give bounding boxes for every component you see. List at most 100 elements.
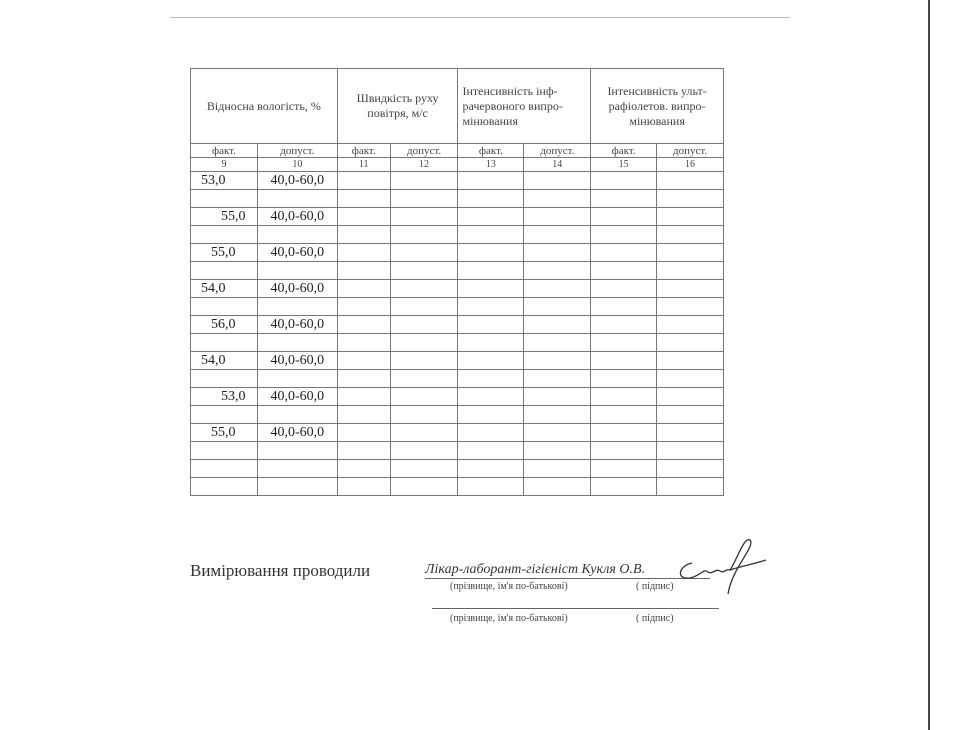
table-cell — [389, 297, 459, 316]
table-cell — [457, 261, 525, 280]
table-cell — [190, 405, 258, 424]
page-edge — [928, 0, 930, 730]
table-cell — [523, 315, 592, 334]
table-cell — [336, 171, 391, 190]
table-cell — [590, 315, 658, 334]
table-row: 53,0 40,0-60,0 — [190, 171, 724, 190]
table-cell — [656, 459, 724, 478]
table-cell — [656, 351, 724, 370]
table-cell — [590, 207, 658, 226]
table-row: 54,0 40,0-60,0 — [190, 279, 724, 298]
table-cell — [523, 297, 592, 316]
table-cell — [523, 207, 592, 226]
table-cell — [590, 369, 658, 388]
table-cell — [656, 207, 724, 226]
table-cell — [389, 459, 459, 478]
measurements-table: Відносна вологість, % Швидкість руху пові… — [190, 68, 724, 496]
table-cell — [336, 279, 391, 298]
table-cell — [389, 477, 459, 496]
table-cell — [190, 441, 258, 460]
top-divider — [170, 17, 790, 18]
table-cell — [190, 261, 258, 280]
table-cell — [656, 297, 724, 316]
table-cell — [590, 171, 658, 190]
table-cell — [256, 261, 338, 280]
table-cell — [190, 459, 258, 478]
table-cell — [656, 387, 724, 406]
table-row: 53,0 40,0-60,0 — [190, 387, 724, 406]
table-cell — [656, 189, 724, 208]
table-cell — [590, 297, 658, 316]
subheader-cell: факт. — [590, 143, 658, 158]
table-cell — [336, 243, 391, 262]
table-cell — [190, 225, 258, 244]
table-cell: 56,0 — [190, 315, 258, 334]
table-row: 55,0 40,0-60,0 — [190, 423, 724, 442]
table-cell — [523, 423, 592, 442]
column-number-cell: 9 — [190, 157, 258, 172]
table-cell — [336, 189, 391, 208]
table-cell: 55,0 — [190, 423, 258, 442]
header-infrared: Інтенсивність інф-рачервоного випро-міню… — [457, 68, 592, 144]
subheader-cell: факт. — [336, 143, 391, 158]
table-cell — [590, 441, 658, 460]
table-cell — [389, 441, 459, 460]
table-cell — [523, 171, 592, 190]
subheader-row: факт. допуст. факт. допуст. факт. допуст. факт… — [190, 143, 724, 158]
column-number-cell: 14 — [523, 157, 592, 172]
signer-name: Лікар-лаборант-гігієніст Кукля О.В. — [425, 562, 710, 579]
table-cell — [190, 189, 258, 208]
table-cell — [457, 243, 525, 262]
table-cell — [590, 477, 658, 496]
table-cell — [256, 441, 338, 460]
table-row — [190, 261, 724, 280]
table-cell — [256, 369, 338, 388]
table-cell — [389, 279, 459, 298]
subheader-cell: допуст. — [523, 143, 592, 158]
table-cell — [389, 405, 459, 424]
table-cell — [656, 477, 724, 496]
table-cell — [590, 279, 658, 298]
table-cell — [590, 333, 658, 352]
column-number-cell: 12 — [389, 157, 459, 172]
name-caption-2: (прізвище, ім'я по-батькові) — [450, 613, 568, 624]
column-number-cell: 13 — [457, 157, 525, 172]
table-cell — [523, 351, 592, 370]
table-cell — [656, 225, 724, 244]
table-cell — [336, 351, 391, 370]
table-cell — [590, 243, 658, 262]
table-cell — [457, 441, 525, 460]
table-cell — [457, 225, 525, 244]
table-cell — [590, 351, 658, 370]
table-cell: 40,0-60,0 — [256, 171, 338, 190]
table-cell — [389, 261, 459, 280]
table-row: 55,0 40,0-60,0 — [190, 207, 724, 226]
header-air-speed: Швидкість руху повітря, м/с — [336, 68, 459, 144]
subheader-cell: допуст. — [656, 143, 724, 158]
table-cell — [523, 243, 592, 262]
table-row — [190, 459, 724, 478]
table-cell — [336, 459, 391, 478]
table-cell — [523, 279, 592, 298]
table-cell — [590, 387, 658, 406]
table-cell: 55,0 — [190, 207, 258, 226]
table-cell — [190, 297, 258, 316]
table-cell — [656, 369, 724, 388]
table-cell: 54,0 — [190, 351, 258, 370]
signature-caption-2: ( підпис) — [636, 613, 674, 624]
table-cell — [590, 189, 658, 208]
table-cell — [457, 387, 525, 406]
table-cell — [389, 243, 459, 262]
table-cell — [336, 225, 391, 244]
table-row — [190, 405, 724, 424]
table-cell — [336, 261, 391, 280]
header-ultraviolet: Інтенсивність ульт-рафіолетов. випро-мін… — [590, 68, 724, 144]
table-cell — [336, 405, 391, 424]
table-cell — [389, 351, 459, 370]
column-number-cell: 16 — [656, 157, 724, 172]
table-cell — [389, 315, 459, 334]
table-cell: 53,0 — [190, 387, 258, 406]
table-cell — [389, 189, 459, 208]
table-cell — [256, 297, 338, 316]
